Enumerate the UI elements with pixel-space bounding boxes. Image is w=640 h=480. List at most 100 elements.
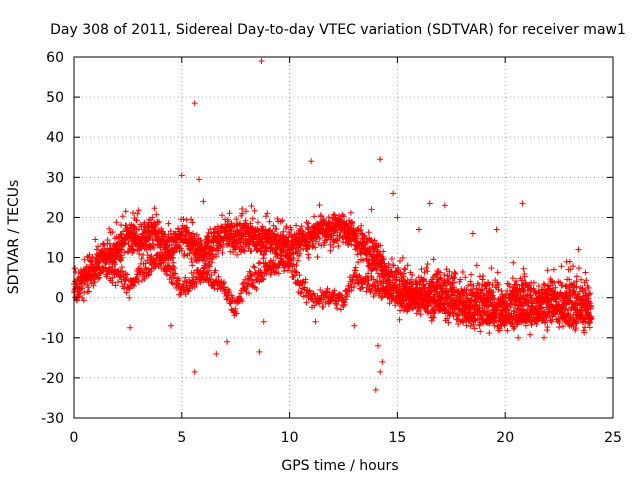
data-point xyxy=(396,316,403,323)
data-point xyxy=(273,269,280,276)
x-tick-label: 15 xyxy=(388,430,406,446)
data-point xyxy=(349,219,356,226)
data-point xyxy=(224,338,231,345)
data-point xyxy=(376,290,383,297)
data-point xyxy=(342,221,349,228)
data-point xyxy=(584,299,591,306)
y-tick-label: -20 xyxy=(41,371,64,387)
data-point xyxy=(284,267,291,274)
data-point xyxy=(167,228,174,235)
data-point xyxy=(237,220,244,227)
data-point xyxy=(496,325,503,332)
data-point xyxy=(558,263,565,270)
data-point xyxy=(138,255,145,262)
data-point xyxy=(377,278,384,285)
data-point xyxy=(348,241,355,248)
data-point xyxy=(417,311,424,318)
data-point xyxy=(224,216,231,223)
data-point xyxy=(544,267,551,274)
data-point xyxy=(193,280,200,287)
data-point xyxy=(311,213,318,220)
data-point xyxy=(572,325,579,332)
data-point xyxy=(371,283,378,290)
data-point xyxy=(583,277,590,284)
data-point xyxy=(157,244,164,251)
data-point xyxy=(112,261,119,268)
data-point xyxy=(150,256,157,263)
data-point xyxy=(552,284,559,291)
data-point xyxy=(423,264,430,271)
data-point xyxy=(179,231,186,238)
data-point xyxy=(270,257,277,264)
data-point xyxy=(442,282,449,289)
data-point xyxy=(183,216,190,223)
data-point xyxy=(451,269,458,276)
data-point xyxy=(237,290,244,297)
data-point xyxy=(559,282,566,289)
data-point xyxy=(547,282,554,289)
x-tick-label: 5 xyxy=(177,430,186,446)
data-point xyxy=(195,257,202,264)
data-point xyxy=(437,303,444,310)
data-point xyxy=(270,222,277,229)
data-point xyxy=(165,255,172,262)
data-point xyxy=(90,282,97,289)
data-point xyxy=(401,265,408,272)
data-point xyxy=(151,205,158,212)
data-point xyxy=(288,256,295,263)
data-point xyxy=(480,272,487,279)
data-point xyxy=(330,211,337,218)
data-point xyxy=(477,319,484,326)
data-point xyxy=(245,281,252,288)
data-point xyxy=(221,279,228,286)
data-point xyxy=(106,240,113,247)
data-point xyxy=(370,276,377,283)
data-point xyxy=(355,259,362,266)
data-point xyxy=(150,240,157,247)
data-point xyxy=(330,243,337,250)
data-point xyxy=(188,255,195,262)
data-point xyxy=(239,298,246,305)
data-point xyxy=(327,247,334,254)
data-point xyxy=(377,156,384,163)
data-point xyxy=(316,300,323,307)
data-point xyxy=(367,287,374,294)
data-point xyxy=(471,325,478,332)
data-point xyxy=(170,274,177,281)
data-point xyxy=(190,269,197,276)
data-point xyxy=(417,291,424,298)
data-point xyxy=(378,295,385,302)
data-point xyxy=(440,295,447,302)
data-point xyxy=(309,243,316,250)
data-point xyxy=(231,233,238,240)
data-point xyxy=(386,274,393,281)
data-point xyxy=(347,209,354,216)
data-point xyxy=(486,320,493,327)
data-point xyxy=(334,305,341,312)
data-point xyxy=(239,210,246,217)
data-point xyxy=(247,273,254,280)
data-point xyxy=(95,275,102,282)
data-point xyxy=(135,207,142,214)
data-point xyxy=(552,311,559,318)
data-point xyxy=(236,221,243,228)
data-point xyxy=(460,306,467,313)
data-point xyxy=(260,255,267,262)
data-point xyxy=(236,228,243,235)
data-point xyxy=(246,290,253,297)
data-point xyxy=(377,242,384,249)
data-point xyxy=(126,294,133,301)
data-point xyxy=(316,235,323,242)
data-point xyxy=(566,258,573,265)
data-point xyxy=(170,259,177,266)
data-point xyxy=(91,279,98,286)
data-point xyxy=(578,276,585,283)
data-point xyxy=(462,274,469,281)
data-point xyxy=(433,271,440,278)
data-point xyxy=(268,243,275,250)
data-point xyxy=(75,293,82,300)
data-point xyxy=(248,248,255,255)
data-point xyxy=(565,307,572,314)
data-point xyxy=(322,299,329,306)
data-point xyxy=(190,230,197,237)
